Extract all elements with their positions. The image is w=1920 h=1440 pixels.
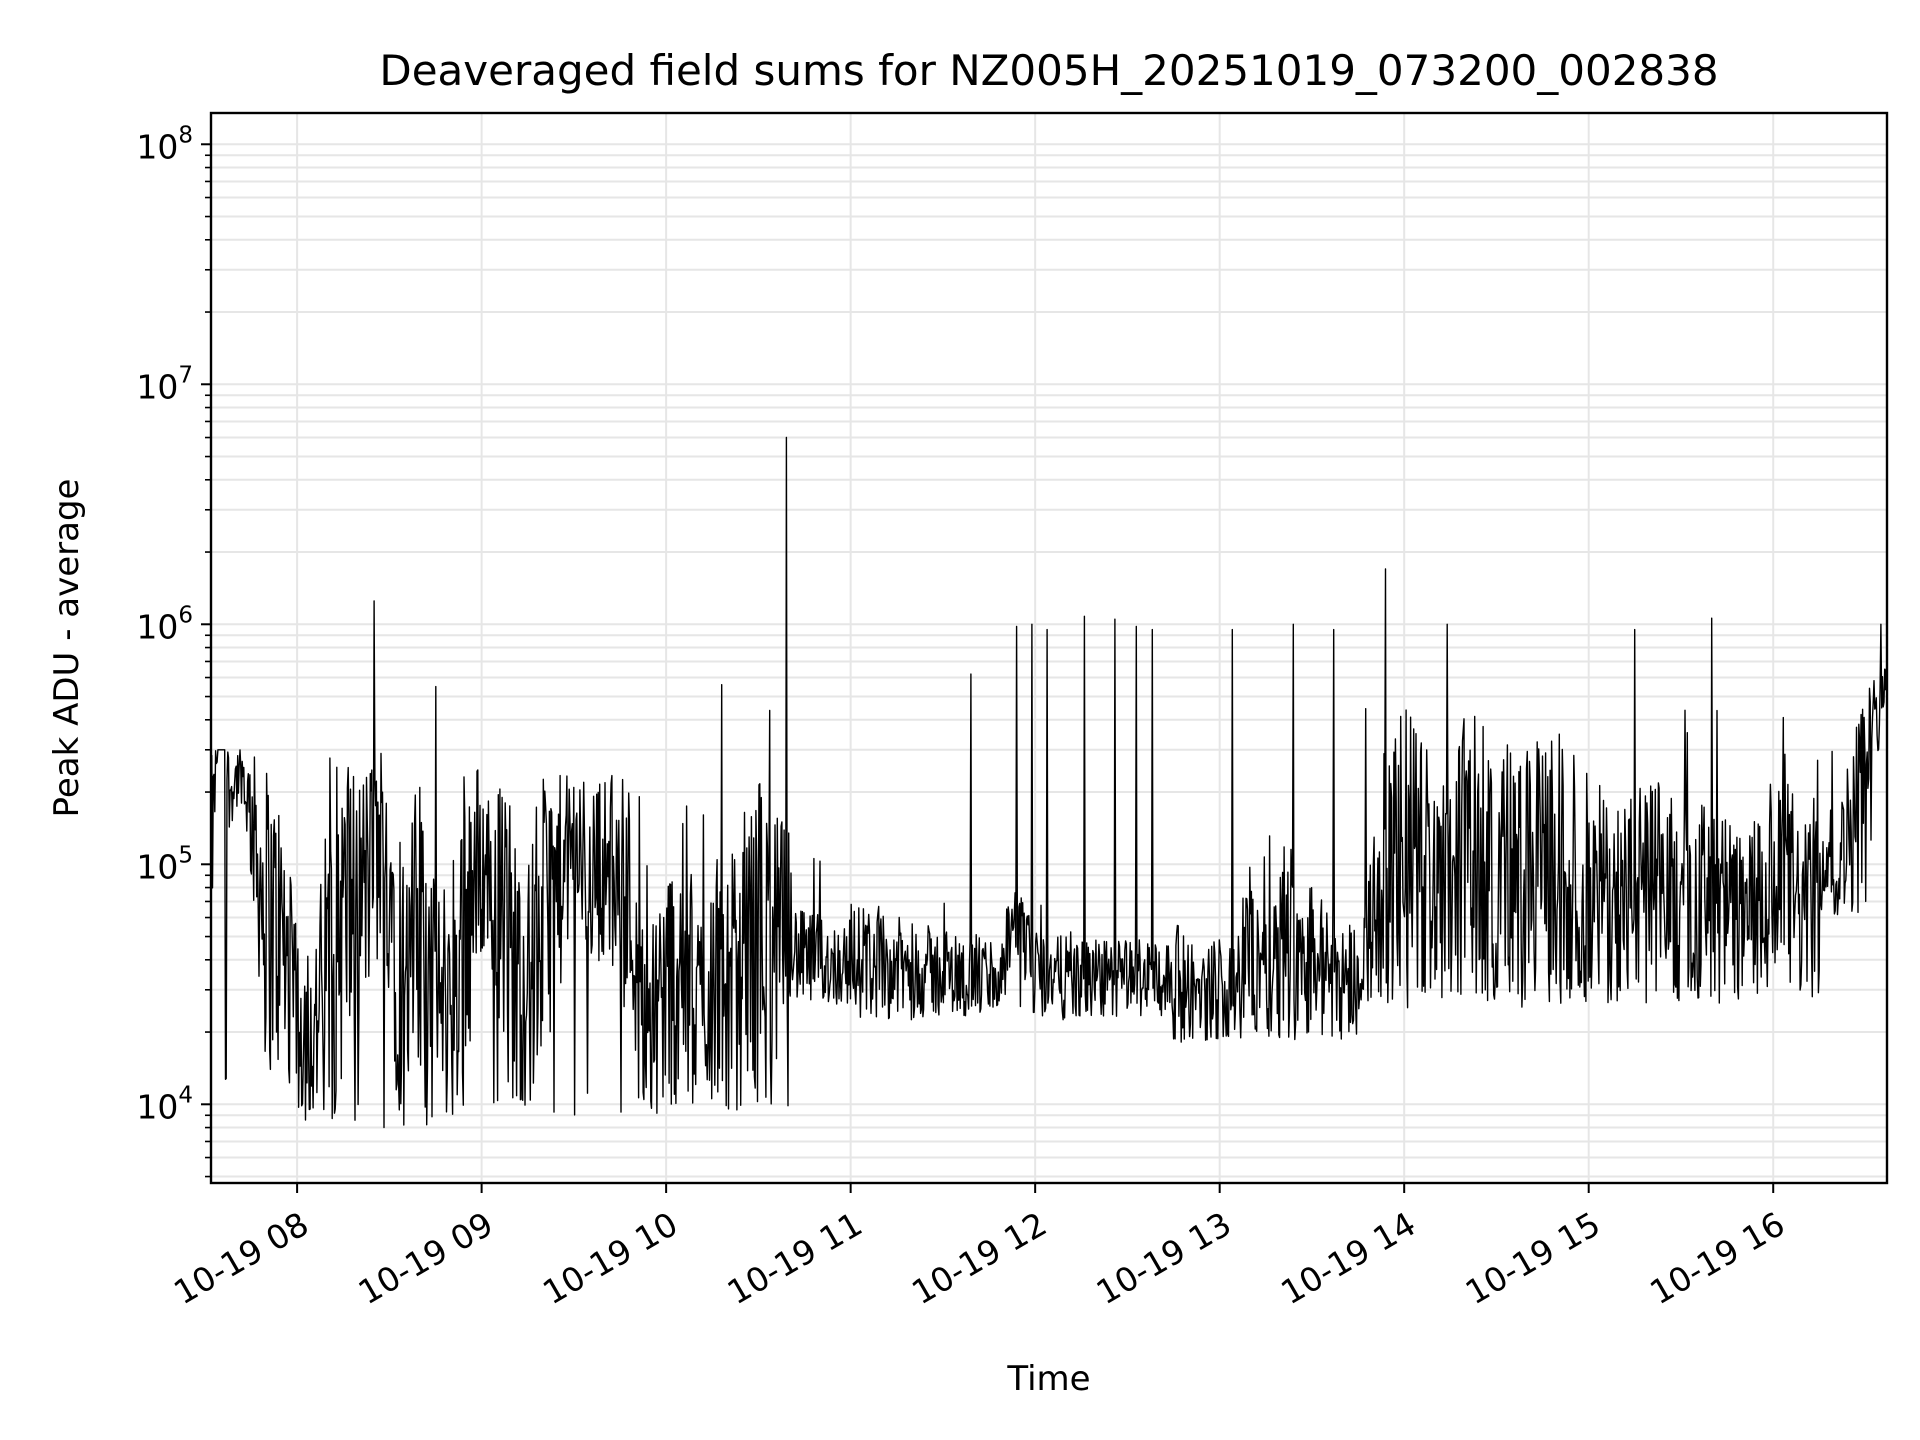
data-series	[210, 436, 1887, 1129]
y-tick-label: 107	[136, 362, 193, 406]
y-axis: 104 105 106 107 108	[136, 122, 211, 1178]
y-tick-label: 108	[136, 122, 193, 166]
y-tick-label: 106	[136, 602, 193, 646]
y-axis-label: Peak ADU - average	[47, 479, 87, 818]
y-tick-label: 104	[136, 1082, 193, 1126]
chart-title: Deaveraged field sums for NZ005H_2025101…	[379, 46, 1718, 95]
y-tick-label: 105	[136, 842, 193, 886]
x-axis-label: Time	[1006, 1359, 1090, 1399]
series-line	[210, 436, 1887, 1129]
